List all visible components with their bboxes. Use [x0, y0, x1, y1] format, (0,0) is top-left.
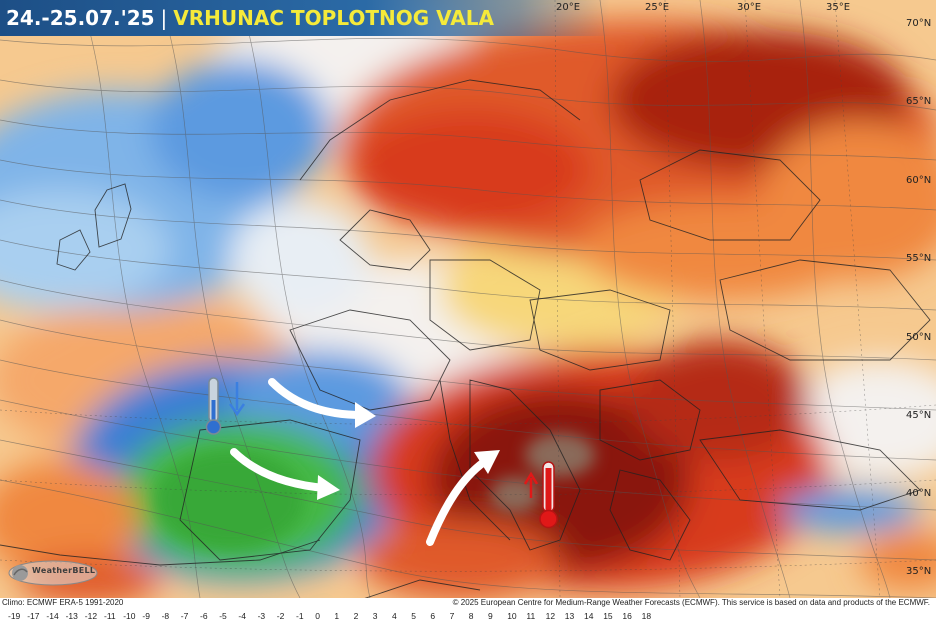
longitude-label: 35°E [826, 2, 851, 13]
anomaly-map: 24.-25.07.'25 | VRHUNAC TOPLOTNOG VALA 20°… [0, 0, 936, 598]
climo-note: Climo: ECMWF ERA-5 1991-2020 [2, 598, 124, 607]
map-title: VRHUNAC TOPLOTNOG VALA [173, 6, 494, 30]
longitude-label: 20°E [556, 2, 581, 13]
logo-text: WeatherBELL [32, 566, 96, 575]
scale-tick-label: 7 [449, 611, 455, 621]
scale-tick-label: -19 [8, 611, 21, 621]
scale-tick-label: 1 [334, 611, 340, 621]
latitude-label: 50°N [906, 332, 932, 343]
latitude-label: 70°N [906, 18, 932, 29]
scale-tick-label: -10 [123, 611, 136, 621]
footer: Climo: ECMWF ERA-5 1991-2020 © 2025 Euro… [0, 598, 936, 623]
scale-tick-label: -8 [161, 611, 170, 621]
longitude-label: 25°E [645, 2, 670, 13]
thermometer-hot-icon [523, 461, 558, 529]
scale-tick-label: 11 [526, 611, 536, 621]
scale-tick-label: 5 [411, 611, 416, 621]
scale-tick-label: -2 [276, 611, 285, 621]
latitude-label: 55°N [906, 253, 932, 264]
scale-tick-label: -13 [65, 611, 78, 621]
date-range: 24.-25.07.'25 [6, 6, 155, 30]
title-banner: 24.-25.07.'25 | VRHUNAC TOPLOTNOG VALA [0, 0, 610, 36]
temperature-anomaly-field [0, 0, 936, 598]
scale-tick-label: 13 [564, 611, 575, 621]
scale-tick-label: 9 [488, 611, 493, 621]
scale-tick-label: 3 [372, 611, 378, 621]
scale-tick-label: -6 [200, 611, 208, 621]
scale-tick-label: 0 [315, 611, 320, 621]
scale-tick-label: 8 [468, 611, 474, 621]
thermometer-cold-icon [205, 377, 246, 435]
scale-tick-label: -3 [257, 611, 266, 621]
scale-tick-label: -17 [27, 611, 40, 621]
scale-tick-label: 16 [622, 611, 632, 621]
copyright-note: © 2025 European Centre for Medium-Range … [452, 598, 930, 607]
latitude-label: 40°N [906, 488, 932, 499]
scale-tick-label: 15 [603, 611, 613, 621]
scale-tick-label: -4 [238, 611, 246, 621]
latitude-label: 45°N [906, 410, 932, 421]
scale-tick-label: -7 [180, 611, 189, 621]
scale-tick-label: 14 [584, 611, 594, 621]
scale-tick-label: -5 [219, 611, 227, 621]
latitude-label: 35°N [906, 566, 932, 577]
scale-tick-label: -1 [296, 611, 304, 621]
scale-tick-label: 4 [392, 611, 397, 621]
scale-tick-label: 12 [545, 611, 556, 621]
scale-tick-label: -11 [104, 611, 116, 621]
latitude-label: 65°N [906, 96, 932, 107]
scale-tick-label: 18 [641, 611, 652, 621]
scale-tick-label: -14 [46, 611, 59, 621]
title-separator: | [160, 6, 168, 30]
color-scale-labels: -19 -17 -14 -13 -12 -11 -10 -9 -8 -7 -6 -5 -4 -3 -2 -1 0… [0, 611, 936, 623]
flow-arrow-icon [268, 378, 376, 428]
scale-tick-label: -12 [84, 611, 98, 621]
weatherbell-logo: WeatherBELL [6, 558, 101, 588]
scale-tick-label: 2 [353, 611, 359, 621]
flow-arrow-icon [426, 450, 500, 546]
scale-tick-label: 10 [507, 611, 517, 621]
scale-tick-label: 6 [430, 611, 436, 621]
longitude-label: 30°E [737, 2, 762, 13]
latitude-label: 60°N [906, 175, 932, 186]
scale-tick-label: -9 [142, 611, 150, 621]
flow-arrow-icon [230, 448, 340, 500]
